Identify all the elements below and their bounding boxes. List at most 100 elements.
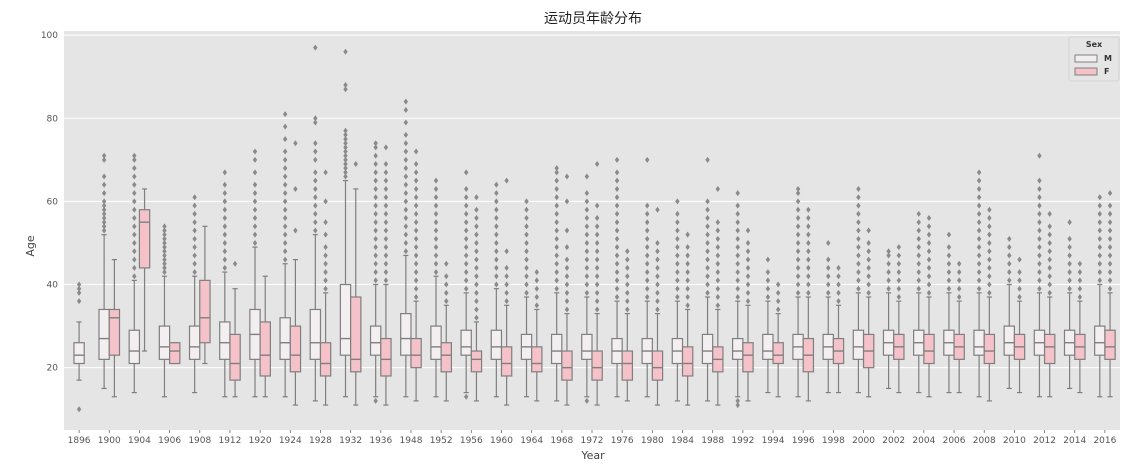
- outlier-F-1994-2: [775, 289, 781, 296]
- outlier-M-1976-5: [614, 252, 620, 259]
- outlier-M-2016-5: [1097, 235, 1102, 242]
- outlier-M-1932-0: [343, 173, 348, 180]
- x-tick-label-2000: 2000: [852, 436, 875, 446]
- outlier-M-1996-3: [795, 264, 801, 271]
- outlier-M-1920-8: [252, 169, 258, 176]
- outlier-F-2008-8: [987, 223, 992, 230]
- x-tick-label-1904: 1904: [128, 436, 151, 446]
- outlier-M-2008-6: [976, 235, 982, 242]
- outlier-M-1984-0: [675, 294, 680, 300]
- outlier-M-1900-7: [101, 198, 107, 205]
- outlier-F-2016-11: [1107, 190, 1113, 197]
- box-iqr-M-1928: [309, 308, 322, 360]
- outlier-M-1948-10: [403, 165, 409, 172]
- outlier-F-1988-2: [715, 285, 721, 292]
- outlier-M-1904-2: [132, 256, 137, 263]
- outlier-F-2016-4: [1107, 252, 1113, 259]
- box-F-2004: [923, 215, 935, 398]
- box-M-1920: [249, 148, 261, 398]
- outlier-M-1996-1: [795, 281, 801, 288]
- outlier-M-1924-10: [282, 173, 288, 180]
- outlier-M-2006-4: [946, 252, 952, 259]
- outlier-M-1988-8: [705, 223, 710, 230]
- outlier-F-1980-7: [655, 248, 660, 255]
- box-M-1948: [400, 98, 412, 398]
- outlier-M-2000-6: [856, 235, 861, 242]
- x-tick-label-1900: 1900: [98, 436, 121, 446]
- outlier-M-1936-3: [373, 260, 378, 267]
- outlier-F-1976-7: [625, 248, 630, 255]
- x-tick-label-1998: 1998: [822, 436, 845, 446]
- box-F-1920: [259, 275, 271, 398]
- outlier-M-1980-0: [645, 294, 650, 300]
- outlier-M-1928-12: [313, 115, 318, 122]
- outlier-M-1994-1: [765, 285, 771, 292]
- outlier-M-1964-10: [524, 206, 529, 213]
- outlier-M-1972-4: [584, 264, 590, 271]
- outlier-M-1896-3: [76, 285, 82, 292]
- outlier-M-1956-8: [463, 227, 469, 234]
- outlier-M-1968-9: [554, 210, 559, 217]
- outlier-M-1906-5: [162, 248, 167, 255]
- outlier-M-2008-0: [976, 285, 982, 292]
- box-F-1952: [440, 260, 453, 402]
- outlier-F-2000-7: [866, 227, 871, 234]
- outlier-M-1948-15: [403, 119, 409, 126]
- outlier-M-1936-18: [373, 140, 378, 147]
- box-iqr-M-1924: [279, 317, 291, 360]
- box-iqr-F-1920: [259, 321, 271, 377]
- x-tick-label-1948: 1948: [400, 436, 423, 446]
- outlier-F-1956-14: [474, 194, 479, 201]
- y-tick-label-100: 100: [41, 31, 58, 41]
- outlier-M-2000-2: [856, 269, 861, 276]
- box-iqr-F-1964: [531, 346, 543, 373]
- outlier-M-1998-5: [826, 239, 831, 246]
- outlier-M-1968-1: [554, 277, 559, 284]
- box-iqr-F-1984: [681, 346, 694, 377]
- outlier-F-2002-2: [896, 277, 902, 284]
- outlier-F-1972-7: [594, 248, 600, 255]
- outlier-F-1928-7: [323, 219, 328, 226]
- outlier-M-1904-3: [132, 248, 137, 255]
- outlier-M-1912-10: [222, 181, 228, 188]
- outlier-M-2002-2: [886, 269, 891, 276]
- outlier-F-2006-1: [956, 285, 962, 292]
- outlier-M-1948-17: [403, 98, 409, 105]
- box-F-1994: [772, 281, 784, 398]
- outlier-F-2006-3: [956, 269, 962, 276]
- box-M-1988: [701, 156, 714, 402]
- outlier-M-2004-0: [916, 285, 921, 292]
- outlier-M-1936-1: [373, 277, 378, 284]
- outlier-M-1968-12: [554, 185, 559, 192]
- outlier-M-2016-1: [1097, 269, 1102, 276]
- outlier-M-1928-11: [313, 119, 318, 126]
- outlier-M-1956-4: [463, 260, 469, 267]
- box-iqr-M-2000: [852, 329, 865, 360]
- box-M-1972: [581, 173, 593, 404]
- outlier-M-1912-4: [222, 231, 228, 238]
- outlier-M-1956-14: [463, 169, 469, 176]
- outlier-F-1980-9: [655, 206, 660, 213]
- outlier-M-1952-9: [433, 194, 439, 201]
- outlier-M-2012-14: [1037, 152, 1042, 159]
- outlier-M-1968-11: [554, 194, 559, 201]
- outlier-M-1956-6: [463, 244, 469, 251]
- outlier-M-1996-7: [795, 231, 801, 238]
- outlier-M-1988-1: [705, 281, 710, 288]
- outlier-M-1988-4: [705, 256, 710, 263]
- outlier-F-1948-4: [413, 260, 419, 267]
- outlier-F-1980-4: [655, 273, 660, 280]
- outlier-M-1920-9: [252, 156, 258, 163]
- outlier-F-2000-1: [866, 281, 871, 288]
- outlier-F-2012-8: [1047, 223, 1052, 230]
- outlier-F-1996-3: [806, 264, 811, 271]
- outlier-M-1972-10: [584, 215, 590, 222]
- outlier-M-1972-12: [584, 198, 590, 205]
- outlier-M-1928-5: [313, 185, 318, 192]
- outlier-F-1998-1: [836, 289, 841, 296]
- outlier-M-1912-5: [222, 223, 228, 230]
- outlier-M-1906-9: [162, 231, 167, 238]
- outlier-F-1928-3: [323, 260, 328, 267]
- outlier-M-1992-9: [735, 235, 740, 242]
- outlier-F-1948-12: [413, 194, 419, 201]
